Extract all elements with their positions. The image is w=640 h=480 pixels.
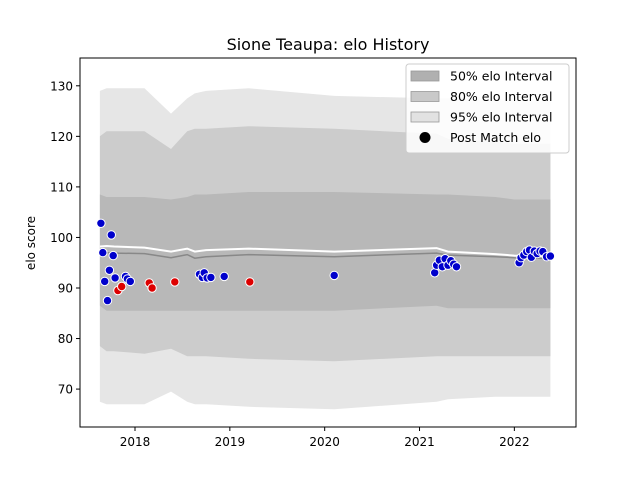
post-match-elo-point [110,273,120,283]
post-match-elo-point [329,270,339,281]
legend-label: 95% elo Interval [450,110,552,125]
y-axis-label: elo score [24,216,38,270]
legend-label: 50% elo Interval [450,69,552,84]
post-match-elo-point [147,283,157,293]
post-match-elo-point [170,277,180,287]
plot-area [96,88,556,410]
post-match-elo-point [117,281,127,292]
legend-label: Post Match elo [450,130,541,145]
post-match-elo-point [98,247,108,258]
post-match-elo-point [106,230,117,240]
x-tick-label: 2021 [404,435,435,449]
x-tick-label: 2020 [309,435,340,449]
post-match-elo-point [104,265,115,275]
y-tick-label: 90 [58,281,73,295]
mean-elo-line [99,244,551,258]
post-match-elo-point [545,251,556,261]
y-tick-label: 70 [58,383,73,397]
legend-swatch [410,91,440,102]
y-tick-label: 80 [58,332,73,346]
legend-swatch [410,111,440,123]
legend: 50% elo Interval 80% elo Interval 95% elo … [405,63,570,154]
post-match-elo-point [219,271,229,282]
y-tick-label: 120 [50,130,73,144]
median-elo-line [99,250,551,260]
post-match-elo-point [206,272,216,283]
y-tick-label: 130 [50,79,73,93]
x-tick-label: 2022 [499,435,530,449]
post-match-elo-point [451,262,462,272]
axes: 2018 2019 2020 2021 2022 70 80 90 100 110 120 130 [50,57,577,449]
post-match-elo-point [96,218,106,229]
y-tick-label: 110 [50,180,73,194]
legend-marker [419,132,431,143]
x-tick-label: 2018 [120,435,151,449]
post-match-elo-point [100,276,110,287]
legend-box [405,63,570,154]
post-match-elo-point [108,250,118,261]
post-match-elo-point [102,295,113,306]
legend-swatch [410,70,440,82]
x-tick-label: 2019 [215,435,246,449]
axes-frame [79,57,577,428]
post-match-elo-point [430,268,440,278]
legend-label: 80% elo Interval [450,89,552,104]
y-tick-label: 100 [50,231,73,245]
post-match-elo-point [245,277,255,287]
post-match-elo-point [125,276,136,287]
chart-title: Sione Teaupa: elo History [227,35,430,54]
